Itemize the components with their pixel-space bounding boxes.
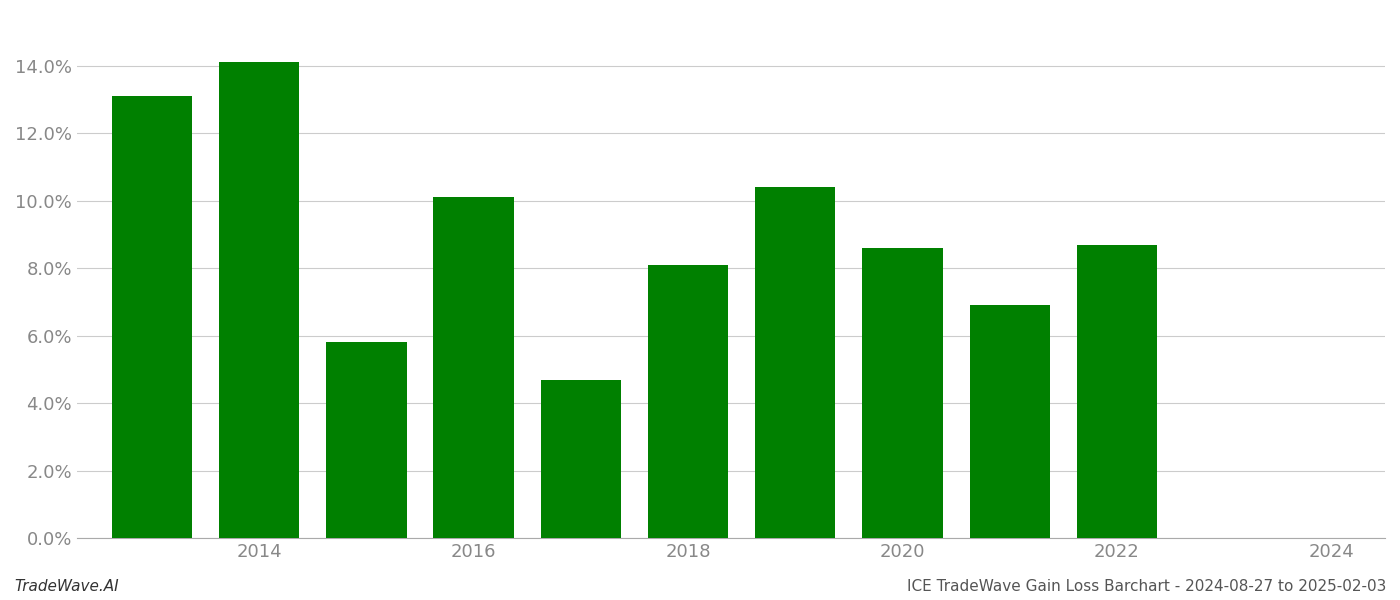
Bar bbox=[970, 305, 1050, 538]
Bar bbox=[1077, 245, 1158, 538]
Bar bbox=[112, 96, 192, 538]
Bar bbox=[648, 265, 728, 538]
Bar bbox=[862, 248, 942, 538]
Text: ICE TradeWave Gain Loss Barchart - 2024-08-27 to 2025-02-03: ICE TradeWave Gain Loss Barchart - 2024-… bbox=[907, 579, 1386, 594]
Bar bbox=[218, 62, 300, 538]
Bar bbox=[540, 380, 622, 538]
Bar bbox=[434, 197, 514, 538]
Bar bbox=[326, 343, 406, 538]
Text: TradeWave.AI: TradeWave.AI bbox=[14, 579, 119, 594]
Bar bbox=[755, 187, 836, 538]
